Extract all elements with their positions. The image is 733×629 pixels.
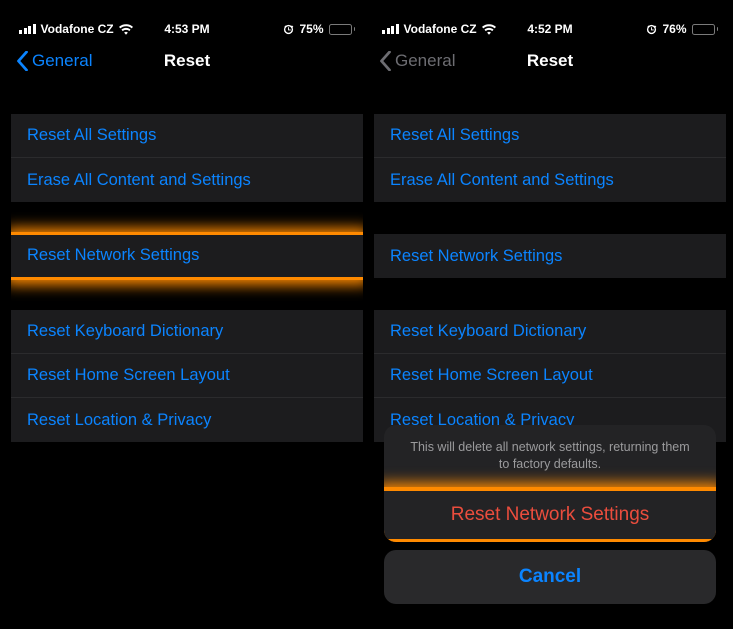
chevron-left-icon: [379, 51, 392, 71]
erase-all-content[interactable]: Erase All Content and Settings: [374, 158, 726, 202]
row-label: Reset Network Settings: [390, 247, 562, 266]
back-label: General: [395, 51, 455, 71]
cellular-signal-icon: [19, 24, 36, 34]
erase-all-content[interactable]: Erase All Content and Settings: [11, 158, 363, 202]
battery-percent: 76%: [662, 22, 686, 36]
reset-location-privacy[interactable]: Reset Location & Privacy: [11, 398, 363, 442]
battery-icon: [329, 24, 356, 35]
reset-home-screen-layout[interactable]: Reset Home Screen Layout: [374, 354, 726, 398]
reset-keyboard-dictionary[interactable]: Reset Keyboard Dictionary: [374, 310, 726, 354]
status-bar: Vodafone CZ 4:52 PM 76%: [374, 18, 726, 40]
action-sheet-header: This will delete all network settings, r…: [384, 425, 716, 488]
phone-screenshot-step2: Vodafone CZ 4:52 PM 76%: [374, 18, 726, 610]
carrier-label: Vodafone CZ: [404, 22, 477, 36]
row-label: Reset All Settings: [27, 126, 156, 145]
reset-network-settings[interactable]: Reset Network Settings: [11, 234, 363, 278]
carrier-label: Vodafone CZ: [41, 22, 114, 36]
reset-keyboard-dictionary[interactable]: Reset Keyboard Dictionary: [11, 310, 363, 354]
reset-home-screen-layout[interactable]: Reset Home Screen Layout: [11, 354, 363, 398]
back-button[interactable]: General: [16, 51, 92, 71]
row-label: Reset Network Settings: [27, 246, 199, 265]
back-label: General: [32, 51, 92, 71]
navigation-bar: General Reset: [374, 40, 726, 82]
reset-network-settings[interactable]: Reset Network Settings: [374, 234, 726, 278]
cellular-signal-icon: [382, 24, 399, 34]
cancel-button[interactable]: Cancel: [384, 550, 716, 604]
clock: 4:53 PM: [164, 22, 209, 36]
wifi-icon: [119, 24, 133, 35]
row-label: Erase All Content and Settings: [390, 171, 614, 190]
reset-all-settings[interactable]: Reset All Settings: [11, 114, 363, 158]
chevron-left-icon: [16, 51, 29, 71]
status-bar: Vodafone CZ 4:53 PM 75%: [11, 18, 363, 40]
navigation-bar: General Reset: [11, 40, 363, 82]
confirm-label: Reset Network Settings: [451, 504, 650, 526]
back-button: General: [379, 51, 455, 71]
row-label: Reset Home Screen Layout: [390, 366, 593, 385]
action-sheet: This will delete all network settings, r…: [384, 425, 716, 604]
confirm-reset-network-settings[interactable]: Reset Network Settings: [384, 488, 716, 542]
row-label: Reset All Settings: [390, 126, 519, 145]
row-label: Reset Keyboard Dictionary: [27, 322, 223, 341]
battery-percent: 75%: [299, 22, 323, 36]
reset-all-settings[interactable]: Reset All Settings: [374, 114, 726, 158]
row-label: Reset Location & Privacy: [27, 411, 211, 430]
cancel-label: Cancel: [519, 566, 581, 588]
wifi-icon: [482, 24, 496, 35]
row-label: Reset Keyboard Dictionary: [390, 322, 586, 341]
row-label: Reset Home Screen Layout: [27, 366, 230, 385]
alarm-icon: [283, 24, 294, 35]
alarm-icon: [646, 24, 657, 35]
battery-icon: [692, 24, 719, 35]
row-label: Erase All Content and Settings: [27, 171, 251, 190]
phone-screenshot-step1: Vodafone CZ 4:53 PM 75%: [11, 18, 363, 610]
clock: 4:52 PM: [527, 22, 572, 36]
